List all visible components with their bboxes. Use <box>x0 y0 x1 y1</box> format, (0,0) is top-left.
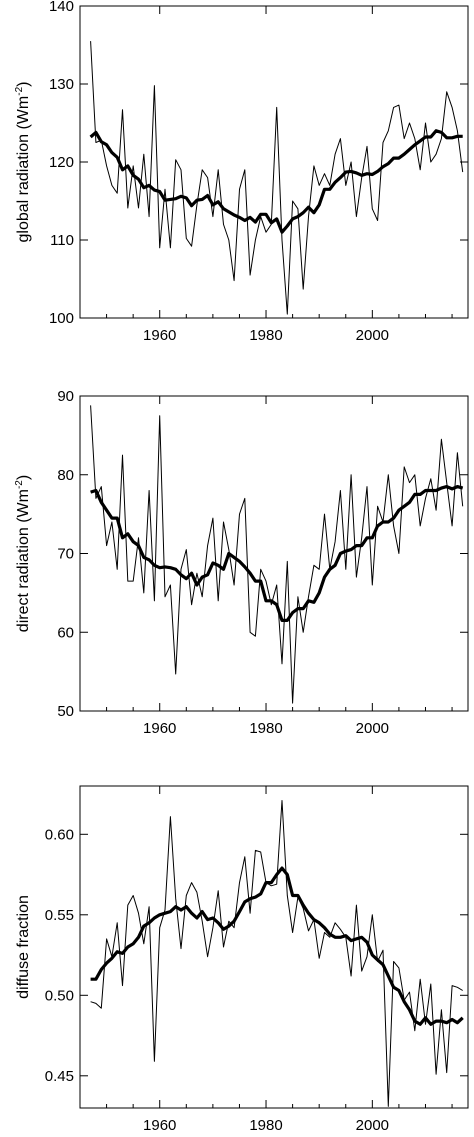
smoothed-series-line <box>90 485 464 623</box>
panel-diffuse-fraction: 0.45 0.50 0.55 0.60 1960 1980 2000 diffuse frac… <box>15 785 469 1134</box>
y-axis-label-text: direct radiation (Wm <box>15 489 32 632</box>
y-tick-label: 130 <box>49 76 74 93</box>
y-tick-label: 0.55 <box>45 907 74 924</box>
y-tick-label: 60 <box>57 624 74 641</box>
y-tick-label: 70 <box>57 546 74 563</box>
y-axis-label-end: ) <box>15 82 32 87</box>
plot-frame <box>79 785 469 1109</box>
smoothed-series-line <box>89 129 463 234</box>
annual-series-line <box>90 405 464 704</box>
y-tick-label: 0.60 <box>45 826 74 843</box>
y-axis-label: global radiation (Wm-2) <box>14 82 32 243</box>
y-tick-label: 0.50 <box>45 987 74 1004</box>
x-tick-label: 1960 <box>143 327 176 344</box>
panel-global-radiation: 100 110 120 130 140 1960 1980 2000 global radiat… <box>14 0 469 344</box>
y-axis-label: diffuse fraction <box>15 895 32 999</box>
x-tick-label: 1980 <box>249 1117 282 1134</box>
x-tick-label: 2000 <box>356 327 389 344</box>
x-tick-label: 2000 <box>356 720 389 737</box>
y-axis-label-text: diffuse fraction <box>15 895 32 999</box>
y-tick-label: 90 <box>57 388 74 405</box>
x-tick-label: 2000 <box>356 1117 389 1134</box>
y-tick-label: 140 <box>49 0 74 15</box>
x-tick-label: 1980 <box>249 720 282 737</box>
y-tick-label: 50 <box>57 703 74 720</box>
x-tick-label: 1960 <box>143 1117 176 1134</box>
x-tick-label: 1980 <box>249 327 282 344</box>
annual-series-line <box>90 800 463 1107</box>
panel-direct-radiation: 50 60 70 80 90 1960 1980 2000 direct radiation (… <box>14 388 469 737</box>
y-tick-label: 120 <box>49 154 74 171</box>
y-tick-label: 110 <box>50 232 74 249</box>
y-axis-label-superscript: -2 <box>14 480 25 489</box>
y-axis-label-text: global radiation (Wm <box>15 96 32 243</box>
plot-frame <box>79 395 469 712</box>
y-axis-label: direct radiation (Wm-2) <box>14 475 32 632</box>
y-tick-label: 80 <box>57 467 74 484</box>
y-tick-label: 100 <box>49 310 74 327</box>
smoothed-series-line <box>90 866 464 1026</box>
annual-series-line <box>90 41 464 315</box>
y-axis-label-superscript: -2 <box>14 86 25 95</box>
y-tick-label: 0.45 <box>45 1068 74 1085</box>
y-axis-label-end: ) <box>15 475 32 480</box>
x-tick-label: 1960 <box>143 720 176 737</box>
